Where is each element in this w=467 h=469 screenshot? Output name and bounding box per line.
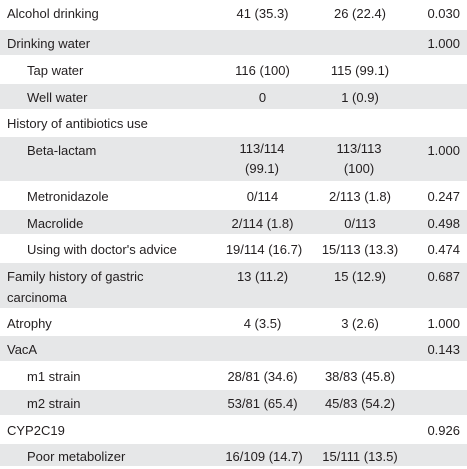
- group-2-value: 113/113 (100): [336, 141, 382, 176]
- row-label: Using with doctor's advice: [27, 242, 177, 257]
- group-1-value: 4 (3.5): [243, 316, 282, 331]
- p-value: 1.000: [427, 316, 460, 331]
- row-label: Beta-lactam: [27, 143, 97, 158]
- p-value: 0.143: [427, 342, 460, 357]
- row-label: VacA: [7, 342, 38, 357]
- row-label: m1 strain: [27, 369, 81, 384]
- group-2-value: 45/83 (54.2): [324, 396, 396, 411]
- group-1-value: 41 (35.3): [236, 6, 289, 21]
- group-2-value: 0/113: [344, 216, 376, 231]
- row-label: Atrophy: [7, 316, 52, 331]
- group-2-value: 3 (2.6): [341, 316, 379, 331]
- row-label: Drinking water: [7, 36, 91, 51]
- p-value: 0.474: [427, 242, 460, 257]
- table-row: Atrophy 4 (3.5) 3 (2.6) 1.000: [0, 308, 467, 334]
- table-row: Beta-lactam 113/114 (99.1) 113/113 (100)…: [0, 135, 467, 181]
- p-value: 0.926: [427, 423, 460, 438]
- table-row: Tap water 116 (100) 115 (99.1): [0, 55, 467, 82]
- p-value: 0.030: [427, 6, 460, 21]
- p-value: 0.247: [427, 189, 460, 204]
- group-1-value: 113/114 (99.1): [239, 141, 285, 176]
- group-2-value: 115 (99.1): [330, 63, 390, 78]
- p-value: 0.498: [427, 216, 460, 231]
- group-2-value: 15/113 (13.3): [321, 242, 399, 257]
- p-value: 1.000: [427, 36, 460, 51]
- row-label: Family history of gastric carcinoma: [7, 269, 144, 305]
- group-1-value: 13 (11.2): [236, 269, 289, 284]
- group-1-value: 16/109 (14.7): [225, 449, 303, 464]
- group-1-value: 19/114 (16.7): [225, 242, 303, 257]
- table-row: Family history of gastric carcinoma 13 (…: [0, 261, 467, 308]
- group-2-value: 15/111 (13.5): [322, 449, 398, 464]
- row-label: CYP2C19: [7, 423, 65, 438]
- row-label: Alcohol drinking: [7, 6, 99, 21]
- row-label: Poor metabolizer: [27, 449, 126, 464]
- table-row: History of antibiotics use: [0, 109, 467, 135]
- table-row: CYP2C19 0.926: [0, 415, 467, 442]
- table-row: Macrolide 2/114 (1.8) 0/113 0.498: [0, 208, 467, 234]
- table-row: Alcohol drinking 41 (35.3) 26 (22.4) 0.0…: [0, 0, 467, 28]
- row-label: History of antibiotics use: [7, 116, 148, 131]
- table-row: Well water 0 1 (0.9): [0, 82, 467, 109]
- p-value: 0.687: [427, 269, 460, 284]
- group-2-value: 2/113 (1.8): [329, 189, 391, 204]
- group-2-value: 38/83 (45.8): [324, 369, 396, 384]
- group-1-value: 116 (100): [235, 63, 290, 78]
- group-1-value: 0/114: [246, 189, 279, 204]
- p-value: 1.000: [427, 143, 460, 158]
- row-label: m2 strain: [27, 396, 81, 411]
- group-2-value: 15 (12.9): [333, 269, 387, 284]
- table-row: m1 strain 28/81 (34.6) 38/83 (45.8): [0, 361, 467, 388]
- row-label: Metronidazole: [27, 189, 109, 204]
- table-row: Drinking water 1.000: [0, 28, 467, 55]
- table-row: Using with doctor's advice 19/114 (16.7)…: [0, 234, 467, 261]
- table-row: Metronidazole 0/114 2/113 (1.8) 0.247: [0, 181, 467, 208]
- group-1-value: 28/81 (34.6): [227, 369, 298, 384]
- table-row: VacA 0.143: [0, 334, 467, 361]
- group-1-value: 0: [258, 90, 267, 105]
- row-label: Tap water: [27, 63, 84, 78]
- group-2-value: 26 (22.4): [333, 6, 387, 21]
- table-row: Poor metabolizer 16/109 (14.7) 15/111 (1…: [0, 442, 467, 466]
- group-1-value: 2/114 (1.8): [231, 216, 294, 231]
- group-1-value: 53/81 (65.4): [227, 396, 298, 411]
- group-2-value: 1 (0.9): [341, 90, 379, 105]
- table-row: m2 strain 53/81 (65.4) 45/83 (54.2): [0, 388, 467, 415]
- row-label: Well water: [27, 90, 88, 105]
- row-label: Macrolide: [27, 216, 84, 231]
